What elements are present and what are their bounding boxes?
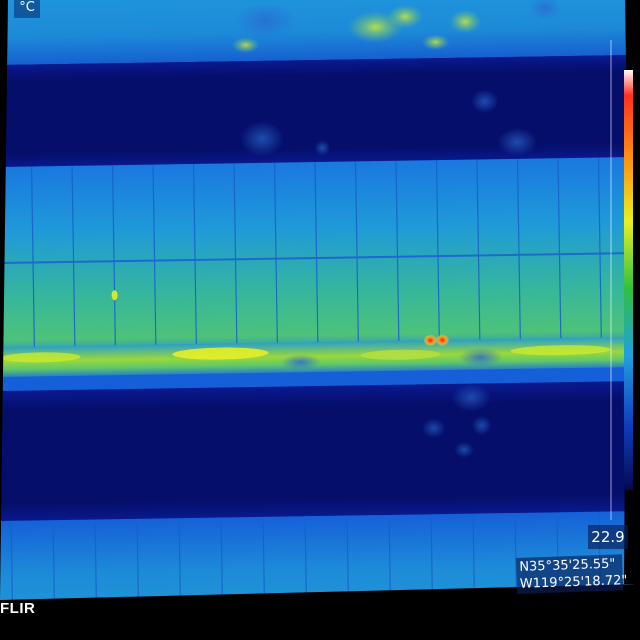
panel-cell-divider — [476, 159, 481, 343]
panel-cell-divider — [395, 160, 400, 344]
row-gap-lower — [0, 381, 634, 524]
panel-cell-divider — [30, 166, 36, 350]
unit-label: °C — [14, 0, 40, 18]
panel-cell-divider — [233, 163, 238, 347]
panel-cell-divider — [111, 165, 117, 349]
panel-cell-divider — [192, 163, 198, 347]
panel-cell-divider — [516, 158, 521, 342]
panel-cell-divider — [152, 164, 157, 348]
solar-panel-row-middle — [0, 157, 631, 356]
panel-cell-divider — [435, 160, 440, 344]
temperature-readout: 22.9 — [588, 525, 628, 549]
panel-cell-divider — [597, 157, 602, 341]
solar-panel-row-top — [0, 0, 626, 66]
hot-spot-2 — [435, 334, 450, 347]
panel-cell-divider — [71, 165, 76, 349]
panel-cell-divider — [557, 158, 562, 342]
panel-cell-divider — [314, 162, 319, 346]
hot-spot-1 — [423, 334, 438, 347]
panel-cell-divider — [354, 161, 359, 345]
row-gap-upper — [0, 55, 628, 170]
panel-cell-divider — [273, 162, 278, 346]
gps-longitude: W119°25'18.72" — [519, 573, 628, 592]
brand-logo: FLIR — [0, 600, 36, 617]
gps-coordinates: N35°35'25.55" W119°25'18.72" — [516, 554, 628, 594]
temperature-scale-icon — [624, 70, 633, 490]
